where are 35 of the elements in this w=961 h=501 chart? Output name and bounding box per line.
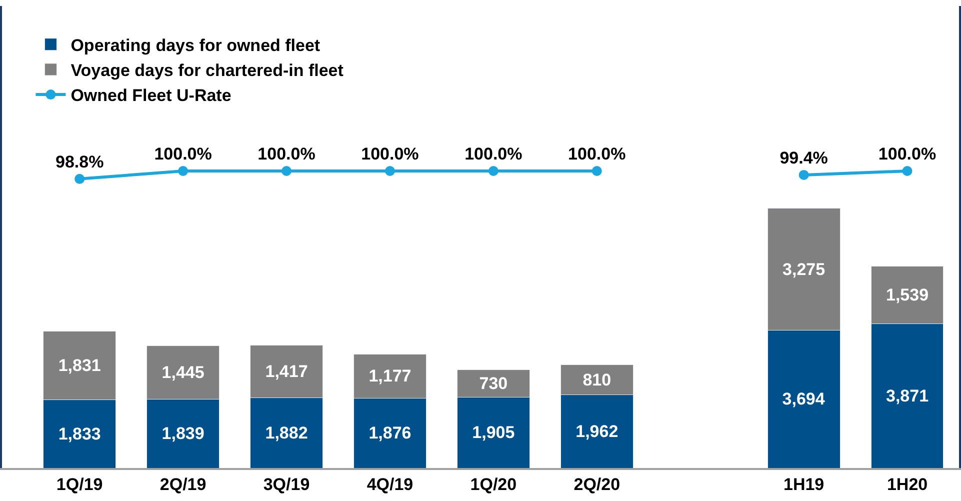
- x-tick-label: 2Q/19: [160, 475, 206, 494]
- data-label: 100.0%: [154, 144, 212, 164]
- data-label: 1,177: [368, 366, 412, 386]
- data-label: 1,905: [472, 423, 515, 442]
- data-label: 1,831: [58, 356, 101, 376]
- data-label: 100.0%: [361, 144, 419, 164]
- data-label: 99.4%: [780, 148, 828, 168]
- data-label: 100.0%: [258, 144, 316, 164]
- x-tick-label: 3Q/19: [263, 475, 310, 494]
- legend-label: Operating days for owned fleet: [70, 36, 320, 55]
- data-label: 100.0%: [568, 144, 626, 164]
- data-label: 3,694: [782, 390, 826, 409]
- data-label: 3,275: [782, 260, 826, 279]
- x-tick-label: 1Q/20: [470, 475, 517, 494]
- data-label: 1,417: [265, 362, 308, 381]
- data-label: 1,539: [886, 286, 929, 305]
- x-tick-label: 1H19: [783, 475, 824, 494]
- x-tick-label: 1H20: [886, 475, 928, 494]
- data-label: 730: [479, 374, 508, 393]
- legend-label: Voyage days for chartered-in fleet: [70, 61, 344, 80]
- data-label: 1,882: [265, 423, 308, 442]
- x-tick-label: 4Q/19: [366, 475, 414, 494]
- data-label: 100.0%: [878, 144, 936, 164]
- legend-label: Owned Fleet U-Rate: [70, 86, 232, 106]
- data-label: 810: [582, 370, 612, 390]
- data-label: 98.8%: [55, 152, 104, 172]
- data-label: 1,833: [58, 424, 101, 444]
- x-tick-label: 1Q/19: [56, 475, 103, 494]
- data-label: 100.0%: [464, 144, 522, 164]
- x-tick-label: 2Q/20: [574, 475, 620, 494]
- data-label: 1,839: [162, 424, 204, 444]
- data-label: 1,876: [368, 424, 412, 443]
- data-label: 1,445: [162, 363, 204, 382]
- data-label: 1,962: [576, 422, 618, 441]
- data-label: 3,871: [886, 386, 929, 406]
